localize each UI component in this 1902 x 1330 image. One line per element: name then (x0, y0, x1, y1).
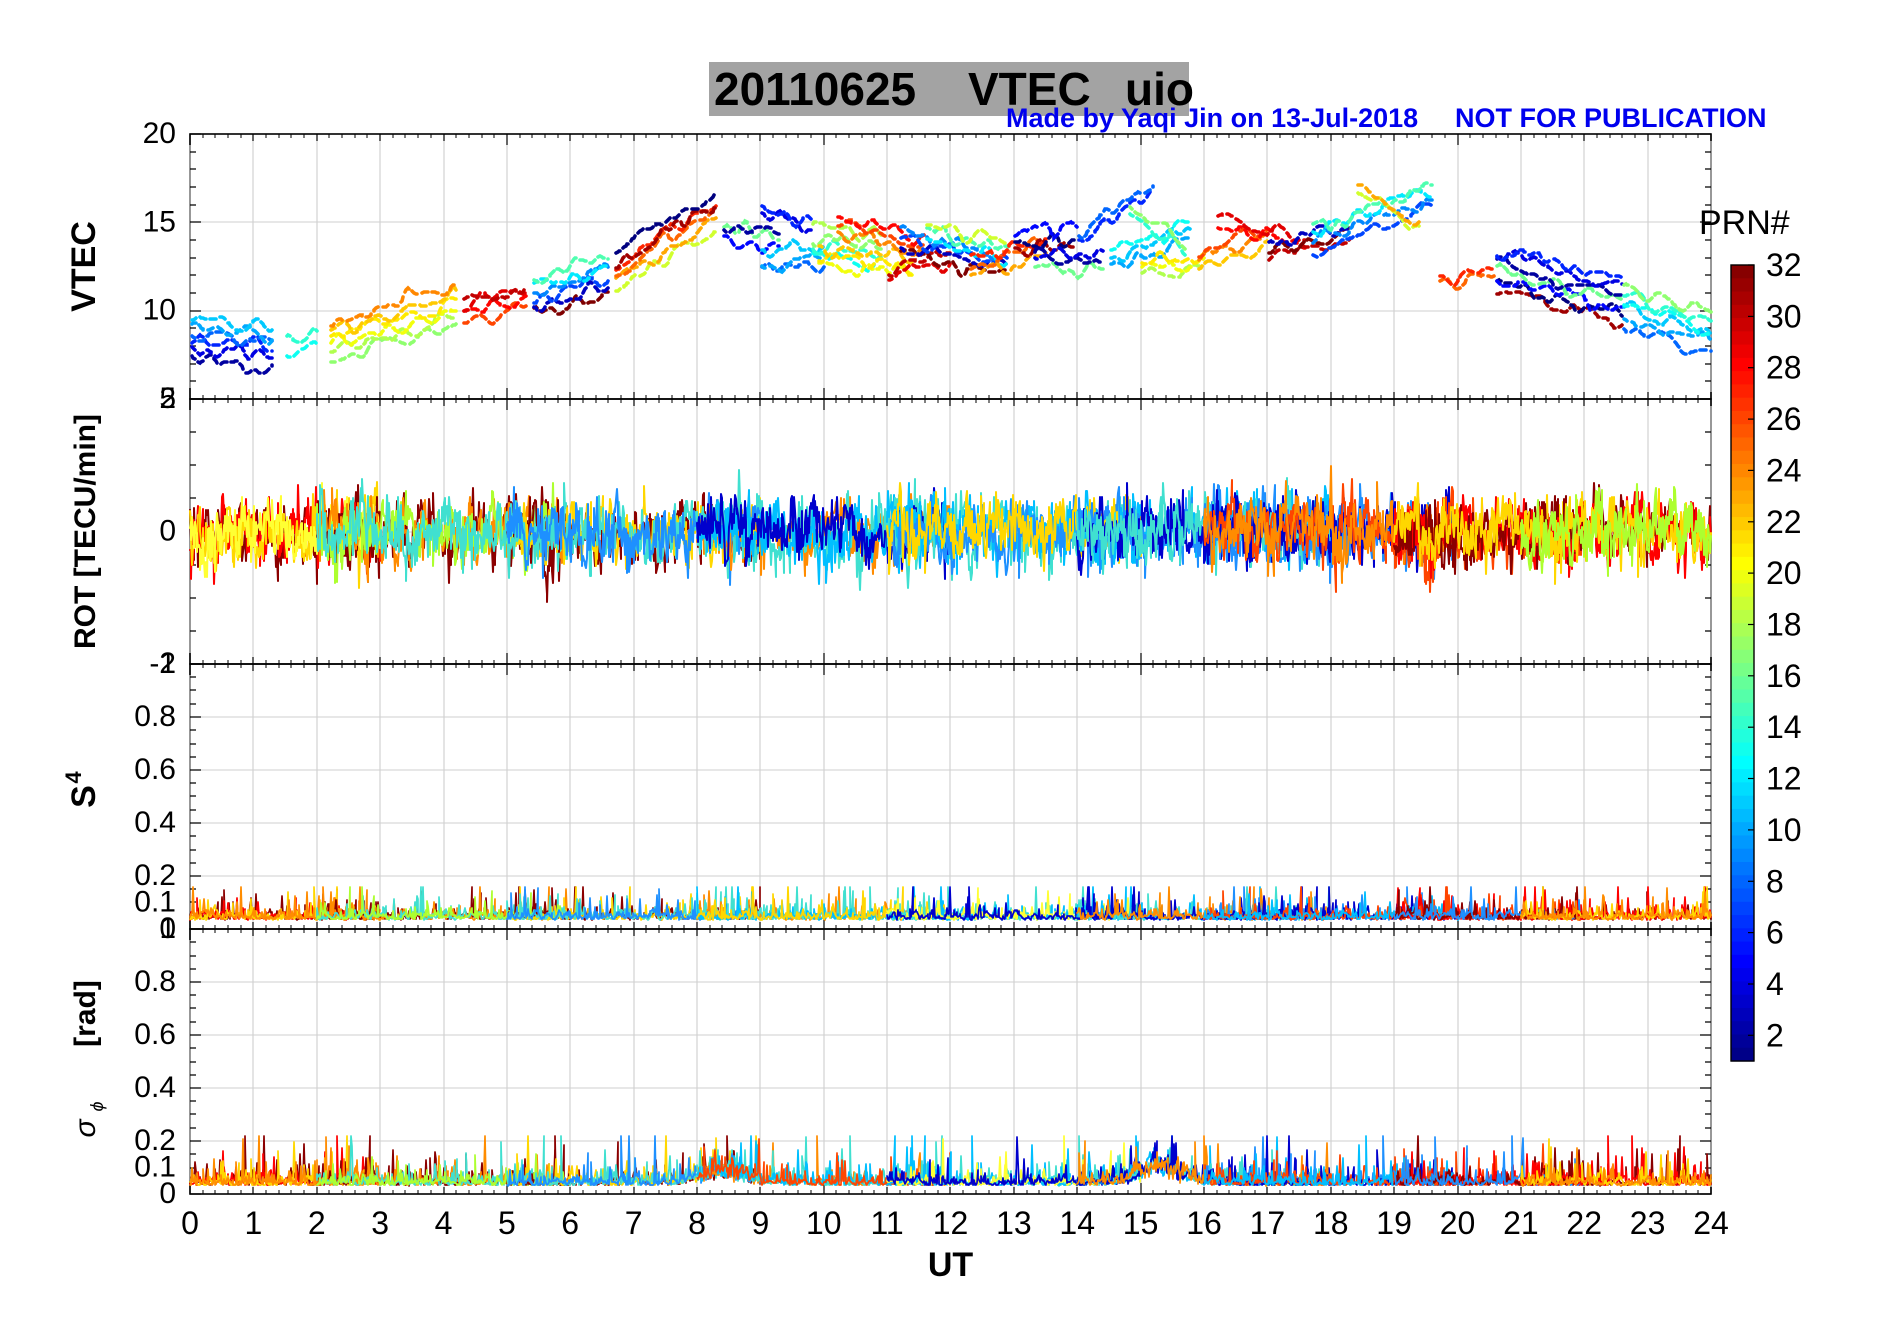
svg-text:6: 6 (561, 1205, 579, 1241)
svg-text:1: 1 (159, 647, 176, 680)
svg-text:24: 24 (1766, 452, 1802, 488)
svg-text:10: 10 (143, 294, 176, 327)
svg-text:16: 16 (1186, 1205, 1222, 1241)
svg-text:13: 13 (996, 1205, 1032, 1241)
svg-text:10: 10 (806, 1205, 842, 1241)
svg-text:8: 8 (1766, 863, 1784, 899)
svg-text:0.6: 0.6 (134, 753, 176, 786)
svg-text:20: 20 (1440, 1205, 1476, 1241)
svg-text:30: 30 (1766, 298, 1802, 334)
svg-text:0.4: 0.4 (134, 806, 176, 839)
svg-text:VTEC: VTEC (65, 221, 103, 312)
svg-text:21: 21 (1503, 1205, 1539, 1241)
svg-text:18: 18 (1313, 1205, 1349, 1241)
svg-text:2: 2 (308, 1205, 326, 1241)
svg-text:15: 15 (143, 205, 176, 238)
svg-text:σ: σ (69, 1118, 102, 1138)
svg-text:32: 32 (1766, 247, 1802, 283)
svg-text:7: 7 (625, 1205, 643, 1241)
svg-text:0: 0 (181, 1205, 199, 1241)
svg-text:1: 1 (245, 1205, 263, 1241)
svg-text:28: 28 (1766, 350, 1802, 386)
svg-text:4: 4 (435, 1205, 453, 1241)
svg-text:9: 9 (752, 1205, 770, 1241)
svg-text:[rad]: [rad] (69, 980, 102, 1047)
svg-text:0.6: 0.6 (134, 1018, 176, 1051)
svg-text:2: 2 (159, 382, 176, 415)
svg-text:Made by Yaqi Jin on 13-Jul-201: Made by Yaqi Jin on 13-Jul-2018 (1006, 103, 1418, 133)
svg-text:PRN#: PRN# (1699, 204, 1790, 242)
svg-text:6: 6 (1766, 915, 1784, 951)
svg-text:26: 26 (1766, 401, 1802, 437)
svg-text:2: 2 (1766, 1017, 1784, 1053)
svg-text:0.8: 0.8 (134, 700, 176, 733)
svg-text:14: 14 (1766, 709, 1802, 745)
svg-text:20110625: 20110625 (714, 63, 916, 115)
svg-text:4: 4 (1766, 966, 1784, 1002)
svg-text:24: 24 (1693, 1205, 1729, 1241)
svg-text:10: 10 (1766, 812, 1802, 848)
svg-text:UT: UT (928, 1246, 974, 1284)
svg-text:NOT FOR PUBLICATION: NOT FOR PUBLICATION (1455, 103, 1766, 133)
svg-text:0.1: 0.1 (134, 1151, 176, 1184)
svg-text:22: 22 (1766, 504, 1802, 540)
svg-text:5: 5 (498, 1205, 516, 1241)
svg-text:8: 8 (688, 1205, 706, 1241)
svg-text:ROT [TECU/min]: ROT [TECU/min] (69, 414, 102, 649)
svg-text:4: 4 (61, 771, 86, 784)
svg-text:15: 15 (1123, 1205, 1159, 1241)
svg-text:19: 19 (1376, 1205, 1412, 1241)
svg-text:14: 14 (1059, 1205, 1095, 1241)
svg-text:3: 3 (371, 1205, 389, 1241)
svg-text:ϕ: ϕ (87, 1101, 107, 1111)
svg-text:0.4: 0.4 (134, 1071, 176, 1104)
svg-text:1: 1 (159, 912, 176, 945)
svg-text:18: 18 (1766, 607, 1802, 643)
svg-text:0.8: 0.8 (134, 965, 176, 998)
svg-text:12: 12 (933, 1205, 969, 1241)
svg-text:20: 20 (143, 117, 176, 150)
svg-text:23: 23 (1630, 1205, 1666, 1241)
svg-text:12: 12 (1766, 761, 1802, 797)
svg-text:17: 17 (1250, 1205, 1286, 1241)
svg-text:S: S (65, 785, 103, 808)
svg-text:0: 0 (159, 515, 176, 548)
svg-text:16: 16 (1766, 658, 1802, 694)
svg-text:20: 20 (1766, 555, 1802, 591)
svg-text:11: 11 (870, 1205, 903, 1241)
svg-text:22: 22 (1566, 1205, 1602, 1241)
